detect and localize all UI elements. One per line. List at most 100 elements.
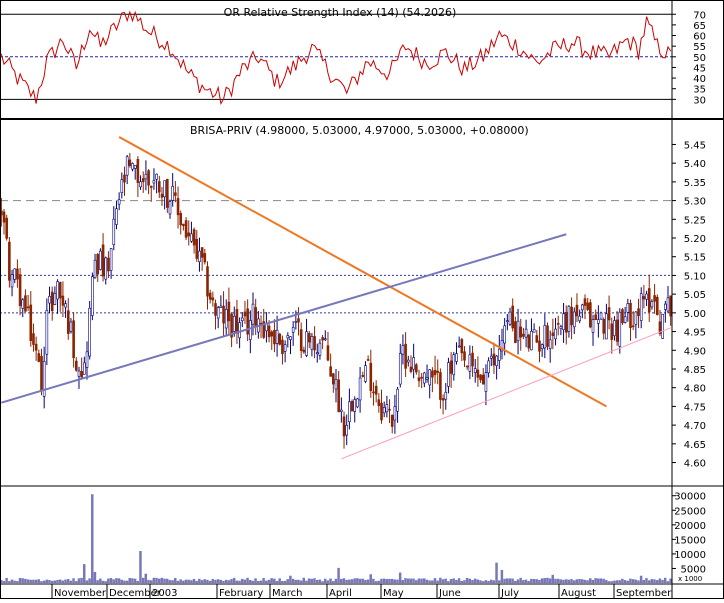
- candle-body-151: [404, 343, 407, 369]
- volume-bar-120: [321, 581, 324, 583]
- x-tick-label-10: September: [616, 588, 672, 599]
- candle-body-178: [476, 369, 480, 378]
- volume-bar-5: [13, 580, 16, 583]
- volume-bar-191: [511, 578, 514, 583]
- candle-body-154: [412, 357, 415, 370]
- volume-bar-207: [554, 578, 557, 583]
- candle-body-158: [423, 372, 426, 384]
- volume-bar-184: [492, 580, 496, 583]
- volume-bar-174: [465, 577, 469, 583]
- volume-bar-51: [136, 580, 140, 583]
- candle-body-57: [152, 180, 156, 184]
- volume-bar-115: [307, 578, 311, 583]
- volume-bar-37: [99, 578, 102, 583]
- candle-body-48: [128, 159, 132, 167]
- volume-bar-247: [661, 579, 664, 583]
- volume-bar-137: [366, 579, 370, 583]
- volume-bar-223: [597, 578, 600, 583]
- candle-body-208: [556, 323, 560, 325]
- candle-body-121: [323, 338, 327, 341]
- candle-body-51: [136, 159, 140, 183]
- candle-body-214: [572, 311, 576, 328]
- volume-bar-49: [131, 578, 134, 583]
- volume-bar-3: [8, 581, 11, 583]
- price-tick-label-14: 5.30: [684, 197, 706, 208]
- volume-bar-96: [257, 580, 260, 583]
- rsi-title: OR Relative Strength Index (14) (54.2026…: [224, 6, 457, 19]
- volume-bar-229: [613, 580, 616, 583]
- candle-body-183: [489, 355, 493, 359]
- volume-bar-243: [650, 579, 654, 583]
- volume-bar-172: [460, 581, 463, 583]
- candle-body-90: [240, 317, 244, 321]
- volume-bar-111: [297, 579, 300, 583]
- volume-bar-92: [246, 577, 249, 583]
- volume-bar-136: [364, 579, 367, 583]
- candle-body-216: [578, 315, 581, 322]
- volume-bar-154: [412, 578, 415, 583]
- volume-bar-217: [580, 579, 584, 583]
- volume-bar-36: [96, 580, 99, 583]
- candle-body-91: [243, 311, 247, 317]
- volume-bar-146: [390, 578, 394, 583]
- volume-bar-124: [331, 581, 335, 583]
- candle-body-212: [567, 306, 571, 332]
- volume-bar-30: [80, 577, 83, 583]
- volume-bar-0: [0, 580, 3, 583]
- candle-body-240: [642, 296, 646, 300]
- rsi-tick-label-3: 45: [693, 63, 706, 74]
- candle-body-92: [246, 308, 249, 335]
- candle-body-187: [500, 340, 504, 352]
- volume-bar-40: [107, 578, 110, 583]
- candle-body-13: [34, 343, 38, 351]
- candle-body-82: [219, 305, 223, 308]
- price-tick-label-8: 5.00: [684, 309, 706, 320]
- volume-bar-153: [409, 578, 413, 583]
- volume-bar-69: [184, 579, 188, 583]
- volume-bar-90: [240, 578, 244, 583]
- volume-bar-78: [208, 580, 212, 583]
- volume-bar-173: [463, 580, 466, 583]
- candle-body-207: [554, 328, 557, 340]
- volume-bar-47: [125, 580, 129, 583]
- candle-body-195: [522, 333, 525, 337]
- volume-bar-149: [398, 572, 402, 583]
- volume-bar-140: [374, 581, 378, 583]
- volume-bar-125: [334, 578, 338, 583]
- volume-bar-205: [548, 578, 552, 583]
- candle-body-11: [29, 304, 33, 341]
- candle-body-193: [516, 320, 520, 341]
- volume-bar-14: [37, 579, 40, 583]
- volume-bar-169: [452, 578, 455, 583]
- candle-body-199: [532, 329, 536, 333]
- rsi-series-line: [0, 10, 672, 106]
- volume-bar-2: [5, 577, 8, 583]
- volume-bar-221: [591, 579, 595, 583]
- volume-bar-179: [479, 580, 482, 583]
- volume-bar-107: [286, 579, 289, 583]
- volume-bar-206: [551, 574, 554, 583]
- candle-body-167: [447, 362, 450, 387]
- candle-body-35: [93, 259, 97, 279]
- volume-bar-57: [152, 577, 156, 583]
- candle-body-156: [417, 377, 421, 382]
- volume-tick-label-5: 30000: [674, 492, 706, 503]
- candle-body-145: [388, 408, 391, 411]
- volume-bar-24: [64, 579, 67, 583]
- volume-tick-label-2: 15000: [674, 535, 706, 546]
- volume-bar-117: [313, 578, 316, 583]
- volume-bar-231: [618, 580, 621, 583]
- candle-body-196: [524, 328, 528, 338]
- candle-body-19: [50, 291, 54, 312]
- volume-panel: 5000 10000 15000 20000 25000 30000 x 1000: [0, 492, 706, 583]
- candle-body-4: [10, 274, 14, 288]
- candle-body-72: [192, 229, 196, 246]
- volume-bar-95: [254, 578, 257, 583]
- x-tick-label-0: November: [54, 588, 107, 599]
- candle-body-68: [182, 223, 185, 227]
- candle-body-242: [647, 288, 651, 313]
- volume-bar-101: [270, 578, 273, 583]
- volume-bar-178: [476, 579, 480, 583]
